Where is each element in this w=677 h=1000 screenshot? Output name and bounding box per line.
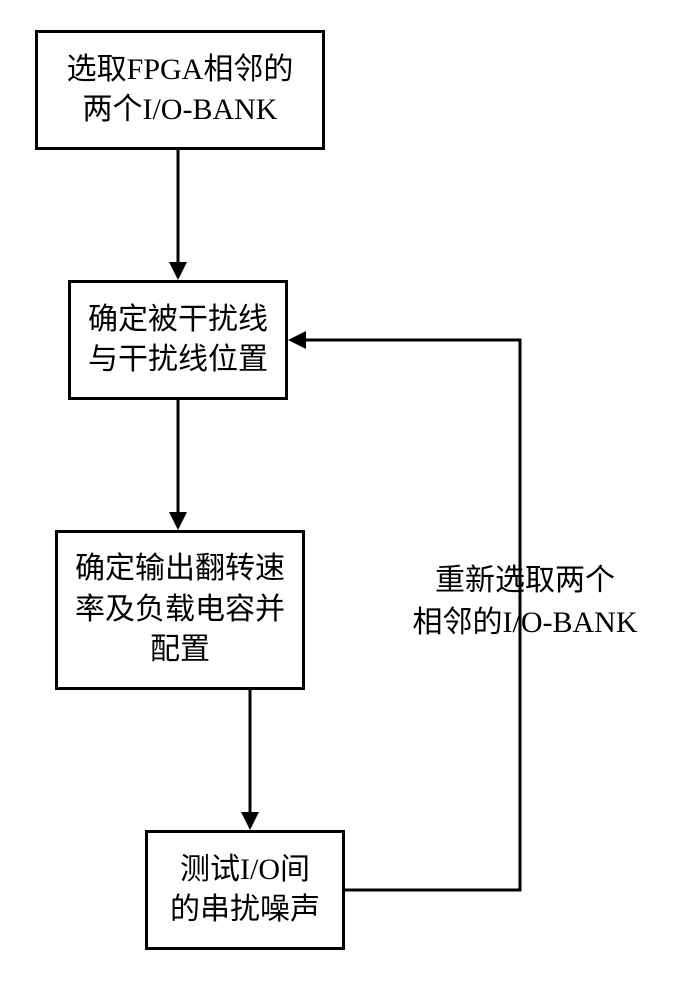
- step-test-crosstalk: 测试I/O间的串扰噪声: [145, 830, 345, 950]
- arrow-1-head: [169, 262, 187, 280]
- step-determine-lines-label: 确定被干扰线与干扰线位置: [88, 300, 268, 381]
- feedback-label: 重新选取两个相邻的I/O-BANK: [395, 560, 655, 644]
- flowchart-canvas: 选取FPGA相邻的两个I/O-BANK 确定被干扰线与干扰线位置 确定输出翻转速…: [0, 0, 677, 1000]
- arrow-3-head: [241, 812, 259, 830]
- step-configure-label: 确定输出翻转速率及负载电容并配置: [75, 549, 285, 671]
- feedback-head: [288, 331, 306, 349]
- arrow-2-head: [169, 512, 187, 530]
- step-select-banks-label: 选取FPGA相邻的两个I/O-BANK: [67, 50, 294, 131]
- step-configure: 确定输出翻转速率及负载电容并配置: [55, 530, 305, 690]
- step-select-banks: 选取FPGA相邻的两个I/O-BANK: [35, 30, 325, 150]
- step-test-crosstalk-label: 测试I/O间的串扰噪声: [170, 850, 320, 931]
- feedback-label-text: 重新选取两个相邻的I/O-BANK: [413, 564, 638, 639]
- step-determine-lines: 确定被干扰线与干扰线位置: [68, 280, 288, 400]
